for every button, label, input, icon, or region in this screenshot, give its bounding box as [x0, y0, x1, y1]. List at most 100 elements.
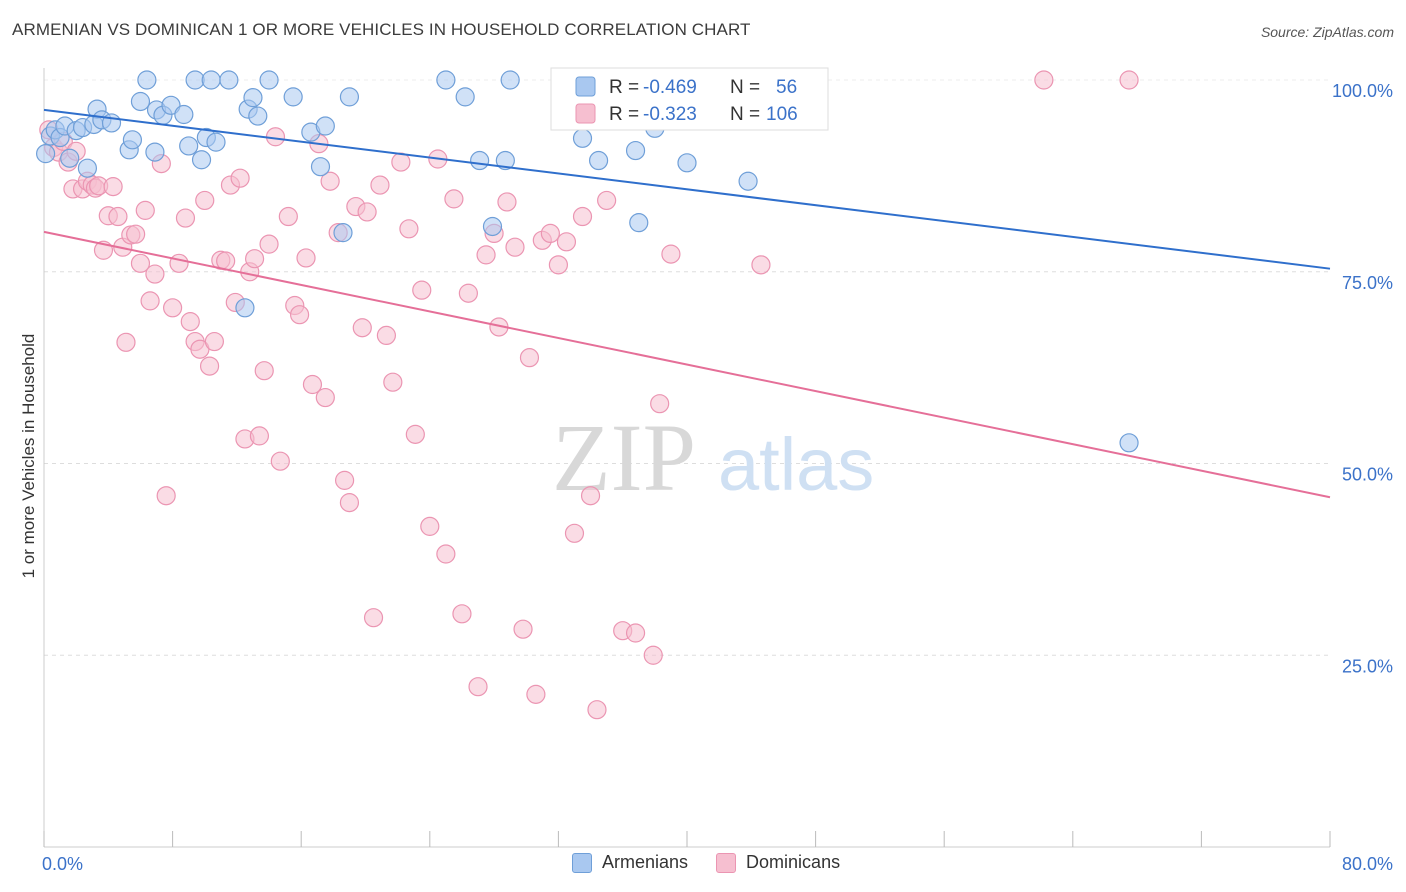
dominican-point	[249, 426, 270, 446]
dominican-point	[145, 264, 165, 284]
armenian-point	[185, 70, 205, 90]
legend-n-value-2: 106	[766, 104, 798, 125]
dominicans-swatch	[716, 852, 737, 873]
dominican-point	[572, 206, 593, 227]
dominican-point	[468, 677, 488, 697]
armenian-point	[625, 140, 646, 161]
dominican-point	[254, 361, 274, 381]
dominican-point	[259, 234, 279, 254]
legend-n-label-1: N =	[730, 77, 760, 98]
legend-n-value-1: 56	[776, 77, 797, 98]
dominican-point	[103, 177, 123, 197]
dominican-point	[195, 190, 215, 211]
dominican-point	[199, 356, 220, 376]
dominican-point	[376, 325, 396, 346]
y-tick-label-25: 25.0%	[1342, 656, 1393, 676]
dominican-point	[564, 523, 585, 543]
armenian-point	[470, 150, 490, 171]
armenian-point	[174, 104, 194, 125]
dominican-point	[204, 331, 224, 352]
legend-n-label-2: N =	[730, 104, 760, 125]
armenian-point	[436, 70, 456, 90]
dominican-point	[444, 189, 464, 209]
dominican-point	[405, 424, 425, 444]
dominican-point	[126, 224, 146, 244]
armenians-trend-line	[43, 108, 1331, 270]
dominican-point	[169, 253, 189, 273]
watermark-atlas: atlas	[718, 423, 874, 506]
dominican-point	[1034, 70, 1054, 90]
dominican-point	[278, 206, 298, 227]
x-tick-labels: 0.0% 80.0%	[42, 854, 1393, 874]
armenian-point	[179, 136, 199, 156]
armenian-point	[206, 132, 226, 152]
dominican-point	[497, 192, 517, 212]
armenian-point	[191, 150, 212, 170]
armenian-point	[333, 223, 353, 243]
dominican-point	[130, 253, 151, 273]
dominican-point	[352, 318, 372, 338]
dominican-point	[163, 298, 183, 318]
armenian-point	[455, 87, 475, 107]
armenian-point	[130, 91, 151, 112]
armenians-swatch	[572, 852, 592, 873]
dominican-point	[505, 237, 525, 257]
dominican-point	[650, 394, 670, 414]
dominican-point	[140, 291, 160, 311]
dominican-point	[289, 305, 310, 325]
legend-swatch-dominicans	[575, 103, 596, 124]
dominican-point	[370, 175, 390, 195]
y-tick-labels: 25.0% 50.0% 75.0% 100.0%	[1332, 81, 1393, 676]
dominican-point	[357, 202, 377, 222]
y-tick-label-50: 50.0%	[1342, 465, 1393, 485]
y-tick-label-75: 75.0%	[1342, 273, 1393, 293]
dominican-point	[135, 200, 155, 220]
dominican-point	[513, 619, 533, 639]
dominican-point	[420, 516, 440, 536]
armenian-point	[36, 144, 56, 164]
armenian-point	[137, 70, 157, 90]
armenian-point	[482, 216, 503, 237]
source-label: Source: ZipAtlas.com	[1260, 24, 1394, 40]
dominican-point	[302, 374, 323, 395]
armenians-points	[36, 70, 1139, 453]
dominican-point	[270, 451, 290, 471]
dominican-point	[587, 700, 607, 720]
dominican-point	[412, 280, 432, 300]
dominican-point	[296, 248, 316, 268]
dominican-point	[315, 387, 335, 408]
armenian-point	[283, 87, 303, 107]
dominican-point	[436, 544, 456, 564]
dominican-point	[540, 223, 560, 243]
legend-r-label-1: R =	[609, 77, 639, 98]
dominican-point	[399, 219, 419, 239]
dominican-point	[244, 249, 265, 269]
armenian-point	[145, 142, 165, 162]
dominican-point	[580, 486, 601, 506]
dominican-point	[751, 255, 771, 275]
dominican-point	[230, 168, 250, 188]
armenian-point	[77, 158, 98, 178]
armenian-point	[201, 70, 221, 90]
dominican-point	[519, 348, 540, 368]
legend-item-dominicans[interactable]: Dominicans	[716, 852, 840, 873]
armenian-point	[235, 298, 255, 318]
dominican-point	[363, 608, 384, 628]
dominican-point	[1119, 70, 1139, 90]
y-tick-label-100: 100.0%	[1332, 81, 1393, 101]
armenian-point	[572, 128, 593, 148]
legend-item-armenians[interactable]: Armenians	[572, 852, 688, 873]
x-tick-label-max: 80.0%	[1342, 854, 1393, 874]
armenian-point	[738, 171, 758, 191]
watermark-zip: ZIP	[552, 404, 696, 511]
armenian-point	[339, 87, 360, 107]
armenian-point	[629, 213, 649, 233]
dominican-point	[661, 244, 681, 264]
dominican-point	[108, 206, 128, 227]
armenians-label: Armenians	[602, 852, 689, 872]
dominican-point	[548, 255, 569, 275]
armenian-point	[60, 148, 80, 168]
armenian-point	[677, 153, 697, 173]
dominican-point	[116, 332, 136, 352]
